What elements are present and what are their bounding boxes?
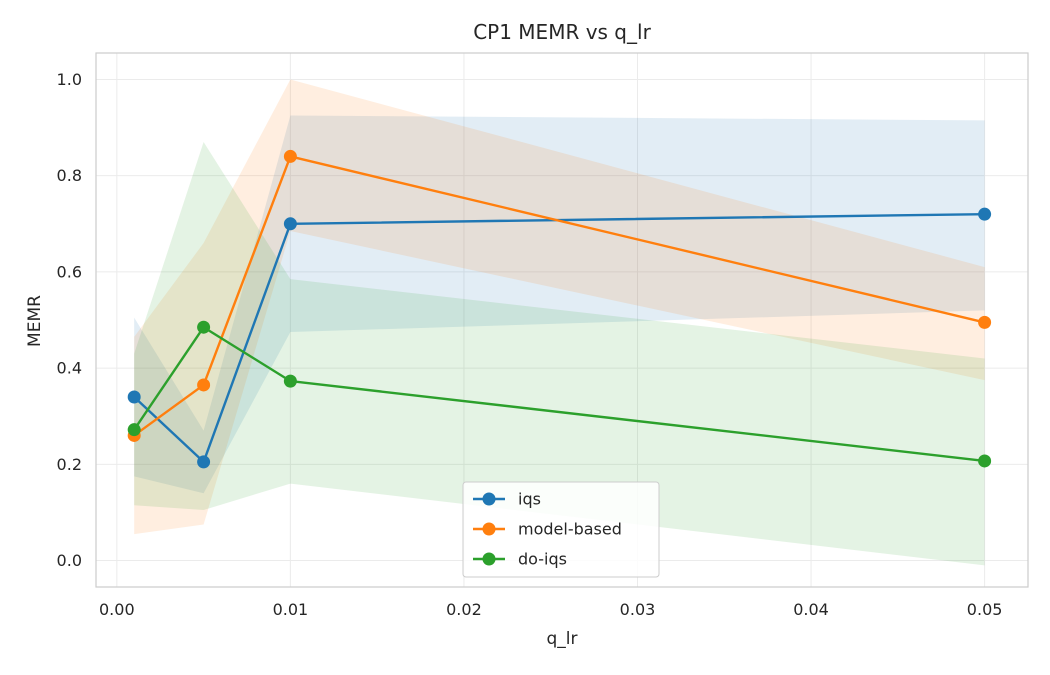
model-based-band — [134, 79, 985, 535]
legend-do-iqs-label: do-iqs — [518, 550, 567, 569]
iqs-point — [283, 217, 297, 231]
x-tick-label: 0.01 — [273, 600, 309, 619]
iqs-point — [197, 455, 211, 469]
x-tick-label: 0.04 — [793, 600, 829, 619]
do-iqs-point — [197, 320, 211, 334]
y-tick-label: 0.6 — [57, 262, 82, 281]
series-lines — [133, 155, 985, 464]
x-tick-label: 0.03 — [620, 600, 656, 619]
series-points — [127, 149, 992, 469]
model-based-point — [197, 378, 211, 392]
do-iqs-point — [127, 423, 141, 437]
x-tick-label: 0.05 — [967, 600, 1003, 619]
iqs-line — [133, 212, 985, 464]
x-tick-label: 0.00 — [99, 600, 135, 619]
iqs-point — [127, 390, 141, 404]
do-iqs-point — [978, 454, 992, 468]
y-axis-ticks: 0.0 0.2 0.4 0.6 0.8 1.0 — [57, 70, 82, 570]
y-tick-label: 1.0 — [57, 70, 82, 89]
legend-box — [462, 481, 660, 578]
do-iqs-band — [134, 142, 985, 566]
y-axis-label: MEMR — [25, 295, 45, 347]
y-tick-label: 0.2 — [57, 455, 82, 474]
do-iqs-line — [133, 326, 985, 463]
legend: iqs model-based do-iqs — [462, 481, 660, 578]
legend-iqs-marker — [482, 492, 496, 506]
x-axis-ticks: 0.00 0.01 0.02 0.03 0.04 0.05 — [99, 600, 1002, 619]
model-based-line — [133, 155, 985, 437]
iqs-band — [134, 115, 985, 494]
y-tick-label: 0.4 — [57, 359, 82, 378]
plot-frame — [95, 52, 1029, 588]
model-based-point — [283, 149, 297, 163]
legend-model-based-marker — [482, 522, 496, 536]
model-based-point — [978, 315, 992, 329]
confidence-bands — [134, 79, 985, 566]
iqs-point — [978, 207, 992, 221]
y-tick-label: 0.8 — [57, 166, 82, 185]
legend-iqs-label: iqs — [518, 490, 541, 509]
y-tick-label: 0.0 — [57, 551, 82, 570]
x-axis-label: q_lr — [546, 629, 577, 649]
grid — [96, 53, 1028, 587]
do-iqs-point — [283, 374, 297, 388]
legend-do-iqs-marker — [482, 552, 496, 566]
chart-title: CP1 MEMR vs q_lr — [473, 20, 651, 44]
legend-model-based-label: model-based — [518, 520, 622, 539]
x-tick-label: 0.02 — [446, 600, 482, 619]
